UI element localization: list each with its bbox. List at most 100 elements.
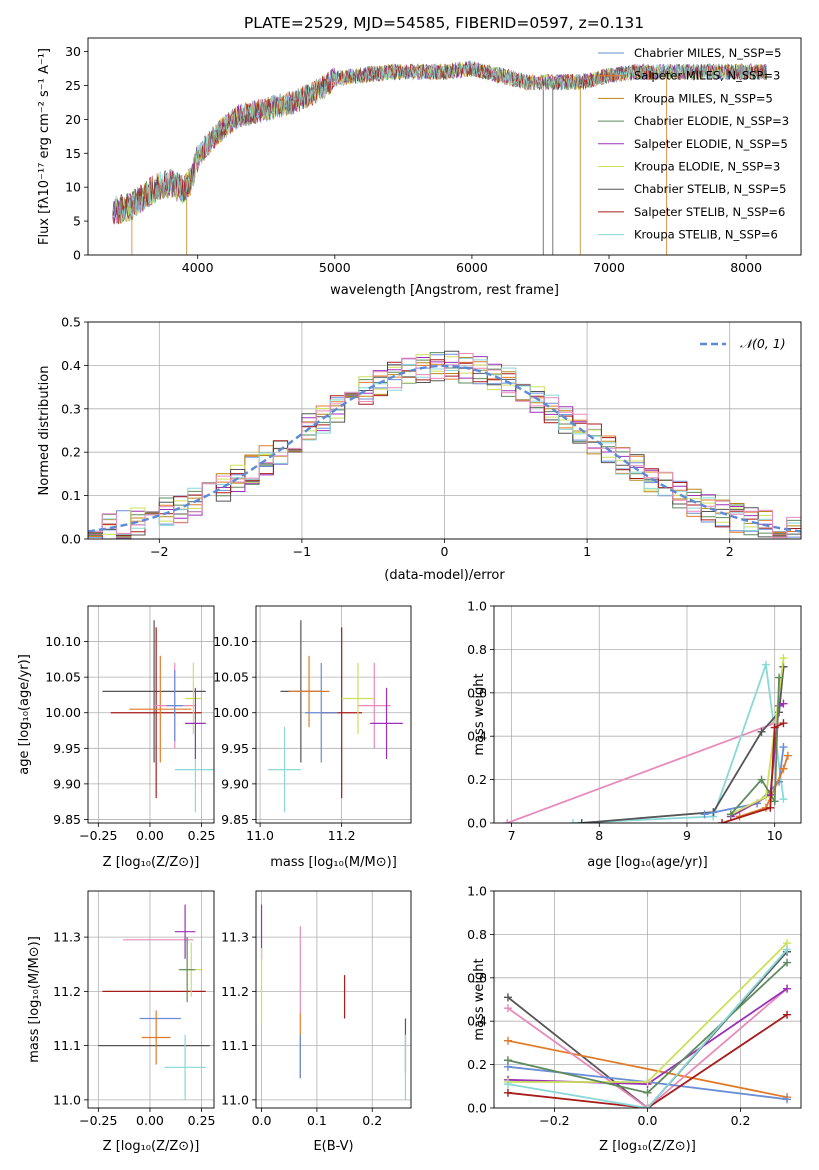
y-tick-label: 0.2 bbox=[61, 445, 81, 460]
weight-marker bbox=[503, 819, 512, 823]
x-tick-label: 8 bbox=[595, 828, 603, 843]
weight-vs-metallicity-panel: −0.2 0.0 0.2 0.0 0.2 0.4 0.6 0.8 1.0 Z [log₁₀(Z/Z… bbox=[467, 884, 802, 1154]
weight-series-pink bbox=[506, 722, 776, 823]
x-tick-label: 4000 bbox=[182, 260, 214, 275]
y-axis-label: mass weight bbox=[472, 958, 487, 1040]
y-tick-label: 0.1 bbox=[61, 488, 81, 503]
x-tick-label: 0 bbox=[441, 544, 449, 559]
legend-entry: 𝒩(0, 1) bbox=[740, 336, 786, 351]
x-axis-label: Z [log₁₀(Z/Z⊙)] bbox=[103, 1139, 200, 1154]
y-tick-label: 11.0 bbox=[53, 1092, 81, 1107]
weight-marker bbox=[503, 1056, 512, 1065]
y-tick-label: 11.3 bbox=[53, 930, 81, 945]
y-tick-label: 0.3 bbox=[61, 401, 81, 416]
weight-series-salpeter_elodie bbox=[730, 702, 784, 818]
plot-area bbox=[503, 939, 792, 1108]
x-tick-label: 2 bbox=[726, 544, 734, 559]
x-axis-label: (data-model)/error bbox=[384, 568, 505, 583]
x-axis-label: E(B-V) bbox=[313, 1139, 353, 1154]
x-tick-label: 0.2 bbox=[731, 1113, 751, 1128]
spectrum-panel: 4000 5000 6000 7000 8000 0 5 10 15 20 25 30 waveleng… bbox=[37, 37, 802, 298]
y-tick-label: 0.4 bbox=[467, 1014, 487, 1029]
y-tick-label: 0.0 bbox=[61, 532, 81, 547]
legend-entry: Salpeter STELIB, N_SSP=6 bbox=[634, 205, 785, 219]
weight-marker bbox=[770, 797, 779, 806]
axes-frame bbox=[87, 37, 802, 256]
x-tick-label: 7 bbox=[508, 828, 516, 843]
weight-series-chabrier_stelib bbox=[581, 666, 785, 823]
y-tick-label: 0.8 bbox=[467, 927, 487, 942]
weight-marker bbox=[783, 945, 792, 954]
weight-series-chabrier_elodie bbox=[730, 677, 780, 815]
y-axis-label: age [log₁₀(age/yr)] bbox=[17, 654, 32, 775]
x-tick-label: 0.00 bbox=[136, 1113, 164, 1128]
x-tick-label: 0.1 bbox=[307, 1113, 327, 1128]
x-tick-label: 1 bbox=[583, 544, 591, 559]
y-tick-label: 9.85 bbox=[53, 812, 81, 827]
axes-frame bbox=[87, 890, 215, 1109]
weight-marker bbox=[757, 727, 766, 736]
y-tick-label: 9.90 bbox=[53, 776, 81, 791]
y-axis-label: Normed distribution bbox=[37, 366, 52, 496]
y-tick-label: 15 bbox=[65, 146, 81, 161]
axes-frame bbox=[87, 605, 215, 824]
weight-series-salpeter_miles bbox=[507, 1039, 788, 1099]
weight-marker bbox=[779, 795, 788, 804]
weight-marker bbox=[503, 1036, 512, 1045]
x-tick-label: 5000 bbox=[319, 260, 351, 275]
x-axis-label: Z [log₁₀(Z/Z⊙)] bbox=[599, 1139, 696, 1154]
weight-series-salpeter_stelib bbox=[721, 722, 784, 823]
weight-marker bbox=[503, 1088, 512, 1097]
weight-marker bbox=[783, 984, 792, 993]
x-tick-label: −0.2 bbox=[539, 1113, 569, 1128]
weight-marker bbox=[783, 1095, 792, 1104]
y-tick-label: 0.4 bbox=[467, 729, 487, 744]
weight-marker bbox=[643, 1077, 652, 1086]
x-tick-label: 11.2 bbox=[328, 828, 356, 843]
legend-entry: Kroupa STELIB, N_SSP=6 bbox=[634, 228, 778, 242]
weight-marker bbox=[757, 775, 766, 784]
axes-frame bbox=[255, 890, 412, 1109]
axes-frame bbox=[255, 605, 412, 824]
weight-marker bbox=[779, 719, 788, 728]
weight-marker bbox=[503, 1004, 512, 1013]
y-tick-label: 10 bbox=[65, 180, 81, 195]
weight-marker bbox=[643, 1088, 652, 1097]
spectrum-title: PLATE=2529, MJD=54585, FIBERID=0597, z=0… bbox=[244, 14, 644, 32]
weight-series-kroupa_stelib bbox=[507, 949, 788, 1108]
x-tick-label: −1 bbox=[293, 544, 311, 559]
y-tick-label: 11.1 bbox=[221, 1038, 249, 1053]
y-axis-label: Flux [fλ10⁻¹⁷ erg cm⁻² s⁻¹ A⁻¹] bbox=[37, 48, 52, 245]
x-tick-label: 0.2 bbox=[362, 1113, 382, 1128]
plot-area bbox=[260, 904, 407, 1100]
weight-marker bbox=[779, 699, 788, 708]
y-tick-label: 0.0 bbox=[467, 816, 487, 831]
x-tick-label: 0.00 bbox=[136, 828, 164, 843]
weight-series-chabrier_miles bbox=[704, 746, 785, 816]
x-tick-label: 6000 bbox=[456, 260, 488, 275]
y-tick-label: 25 bbox=[65, 78, 81, 93]
x-tick-label: 0.25 bbox=[188, 828, 216, 843]
age-vs-mass-panel: 11.0 11.2 9.85 9.90 9.95 10.00 10.05 10.10 mass … bbox=[213, 605, 412, 870]
axes-frame bbox=[493, 605, 802, 824]
y-tick-label: 0.0 bbox=[467, 1101, 487, 1116]
weight-marker bbox=[761, 660, 770, 669]
weight-marker bbox=[779, 743, 788, 752]
weight-series-chabrier_stelib bbox=[507, 951, 788, 1108]
y-tick-label: 5 bbox=[73, 214, 81, 229]
weight-marker bbox=[503, 993, 512, 1002]
y-tick-label: 10.00 bbox=[213, 705, 249, 720]
y-tick-label: 9.85 bbox=[221, 812, 249, 827]
x-tick-label: 11.0 bbox=[246, 828, 274, 843]
weight-marker bbox=[779, 654, 788, 663]
y-tick-label: 10.10 bbox=[213, 634, 249, 649]
y-tick-label: 1.0 bbox=[467, 884, 487, 899]
mass-vs-metallicity-panel: −0.25 0.00 0.25 11.0 11.1 11.2 11.3 Z [log₁₀(Z/… bbox=[27, 890, 216, 1154]
plot-area bbox=[112, 60, 767, 255]
weight-vs-age-panel: 7 8 9 10 0.0 0.2 0.4 0.6 0.8 1.0 age [log₁₀(age/yr… bbox=[467, 599, 802, 870]
legend-entry: Chabrier MILES, N_SSP=5 bbox=[634, 46, 781, 60]
weight-marker bbox=[700, 810, 709, 819]
weight-marker bbox=[718, 819, 727, 823]
x-axis-label: Z [log₁₀(Z/Z⊙)] bbox=[103, 855, 200, 870]
y-tick-label: 11.0 bbox=[221, 1092, 249, 1107]
